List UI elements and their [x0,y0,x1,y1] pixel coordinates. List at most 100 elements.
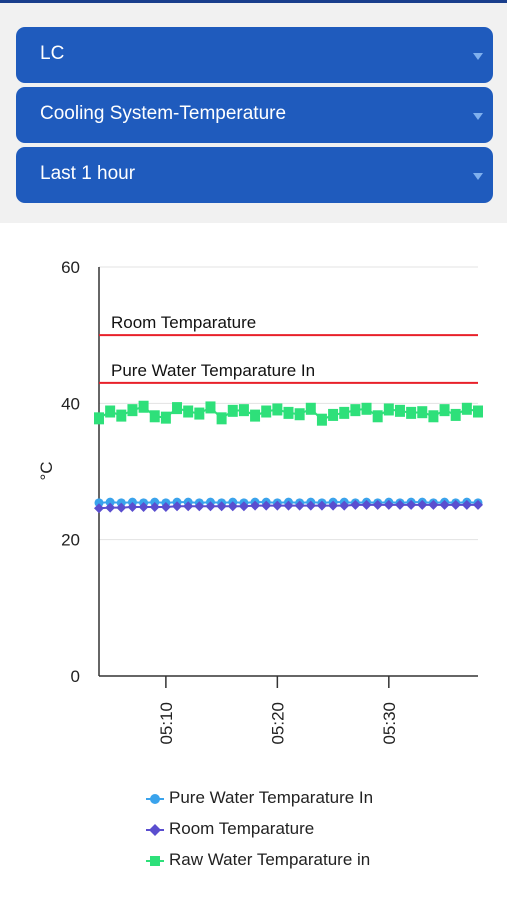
data-point [339,406,350,419]
data-point [227,501,238,512]
metric-dropdown-label: Cooling System-Temperature [40,103,287,124]
circle-marker-icon [146,794,164,804]
data-point [361,402,372,415]
filter-panel: LC Cooling System-Temperature Last 1 hou… [0,3,507,223]
metric-dropdown[interactable]: Cooling System-Temperature [16,87,493,143]
data-point [261,405,272,418]
data-point [316,500,327,511]
data-point [138,501,149,512]
data-point [406,499,417,510]
x-tick-label: 05:10 [157,702,176,745]
data-point [261,500,272,511]
data-point [216,501,227,512]
data-point [417,406,428,419]
chevron-down-icon [473,53,483,60]
reference-line-label: Room Temparature [111,313,256,332]
data-point [250,409,261,422]
data-point [183,405,194,418]
data-point [216,412,227,425]
data-point [172,501,183,512]
data-point [350,499,361,510]
data-point [94,503,104,514]
data-point [383,499,394,510]
data-point [94,412,104,425]
y-tick-label: 60 [61,258,80,277]
data-point [328,500,339,511]
data-point [305,500,316,511]
legend-label: Raw Water Temparature in [169,850,371,869]
data-point [116,409,127,422]
data-point [450,499,461,510]
data-point [105,502,116,513]
data-point [428,499,439,510]
data-point [172,402,183,415]
data-point [294,408,305,421]
data-point [194,407,205,420]
data-point [160,501,171,512]
data-point [417,499,428,510]
data-point [160,411,171,424]
data-point [461,499,472,510]
legend-label: Room Temparature [169,819,315,838]
data-point [372,499,383,510]
data-point [127,404,138,417]
data-point [272,403,283,416]
chevron-down-icon [473,113,483,120]
time-range-dropdown-label: Last 1 hour [40,163,136,184]
data-point [250,500,261,511]
data-point [205,501,216,512]
data-point [383,403,394,416]
data-point [294,500,305,511]
y-axis-label: °C [37,461,56,480]
data-point [305,402,316,415]
y-tick-label: 20 [61,531,80,550]
data-point [439,404,450,417]
data-point [394,404,405,417]
data-point [316,413,327,426]
data-point [149,501,160,512]
data-point [394,499,405,510]
data-point [328,408,339,421]
data-point [194,501,205,512]
diamond-marker-icon [146,824,164,836]
site-dropdown-label: LC [40,43,65,64]
data-point [105,497,115,507]
time-range-dropdown[interactable]: Last 1 hour [16,147,493,203]
data-point [183,501,194,512]
square-marker-icon [146,856,164,866]
data-point [339,500,350,511]
data-point [238,501,249,512]
reference-line-label: Pure Water Temparature In [111,361,315,380]
data-point [461,402,472,415]
data-point [350,404,361,417]
data-point [105,405,116,418]
data-point [283,406,294,419]
data-point [372,410,383,423]
chevron-down-icon [473,173,483,180]
data-point [361,499,372,510]
data-point [283,500,294,511]
x-tick-label: 05:30 [380,702,399,745]
data-point [272,500,283,511]
data-point [450,408,461,421]
data-point [149,410,160,423]
data-point [227,404,238,417]
data-point [473,405,483,418]
data-point [116,502,127,513]
data-point [205,401,216,414]
data-point [127,501,138,512]
data-point [94,498,104,508]
data-point [473,499,483,510]
y-tick-label: 40 [61,394,80,413]
data-point [238,404,249,417]
data-point [406,406,417,419]
top-bar [0,0,507,3]
data-point [428,410,439,423]
site-dropdown[interactable]: LC [16,27,493,83]
x-tick-label: 05:20 [268,702,287,745]
temperature-chart: 0 20 40 60 05:10 05:20 05:30 °C Room Temparature… [37,258,483,745]
legend-label: Pure Water Temparature In [169,788,374,807]
data-point [138,400,149,413]
data-point [439,499,450,510]
y-tick-label: 0 [71,667,80,686]
